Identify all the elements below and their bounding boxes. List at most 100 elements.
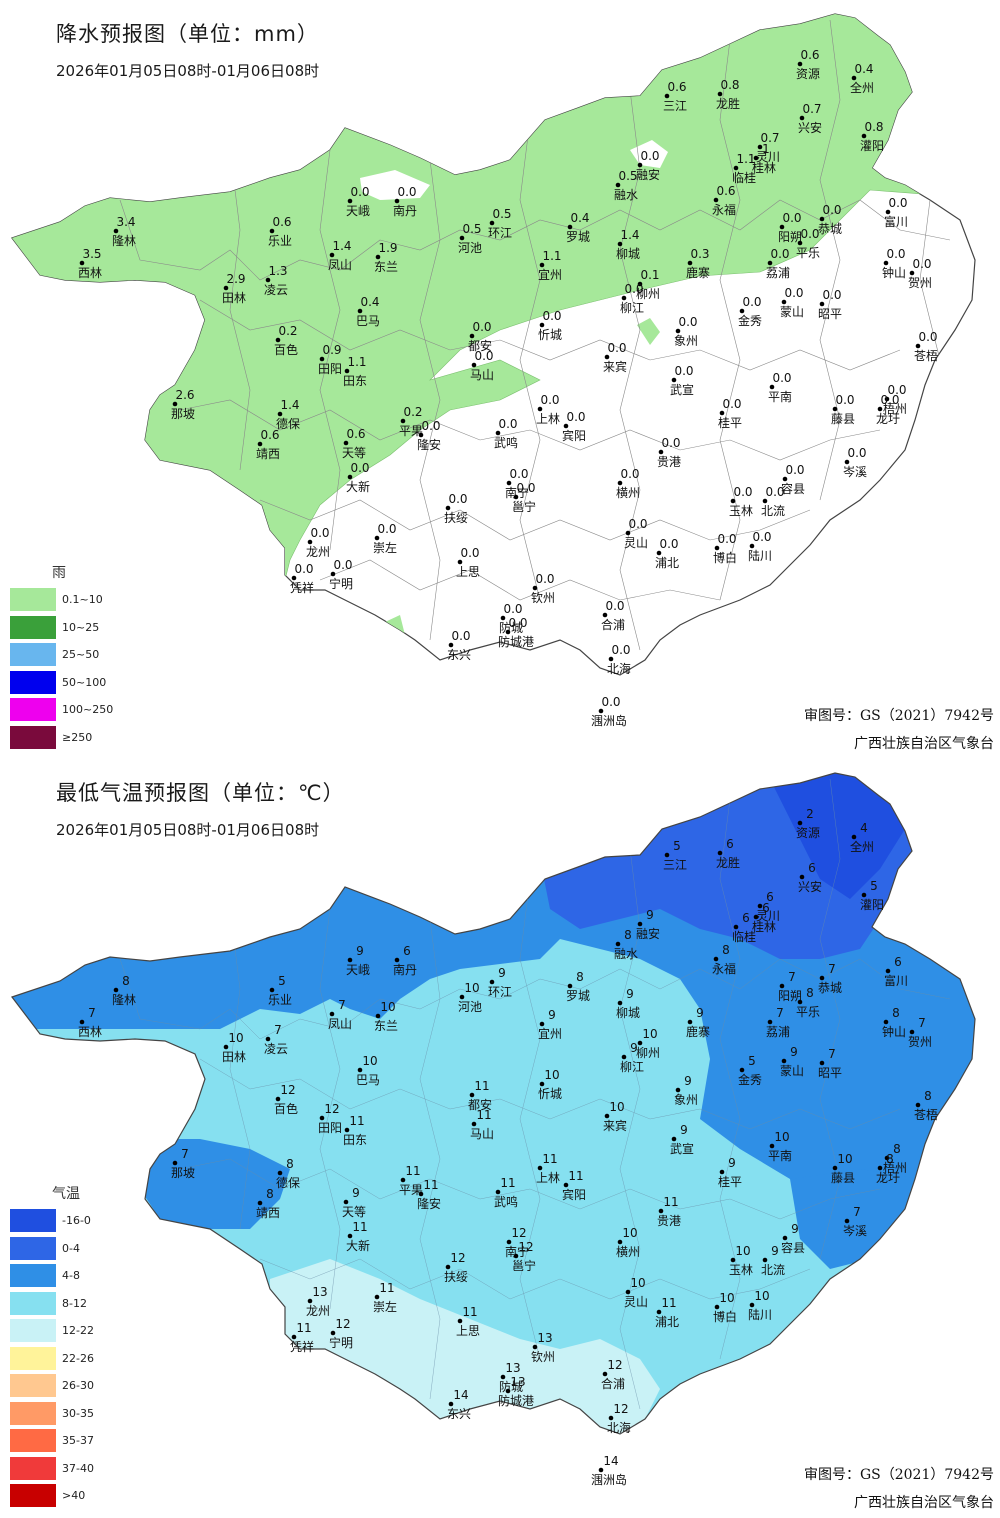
station-rain: 0.0 昭平: [818, 288, 842, 321]
rain-value-label: 0.0: [542, 309, 561, 323]
station-temp: 7 那坡: [171, 1147, 195, 1180]
station-dot: [615, 941, 621, 947]
station-temp: 12 田阳: [318, 1102, 342, 1135]
station-rain: 0.0 蒙山: [780, 286, 804, 319]
temp-map-subtitle: 2026年01月05日08时-01月06日08时: [56, 821, 320, 839]
station-dot: [781, 1058, 787, 1064]
station-name-label: 平乐: [796, 246, 820, 260]
station-name-label: 田阳: [318, 1121, 342, 1135]
rain-value-label: 0.0: [912, 257, 931, 271]
station-name-label: 兴安: [798, 879, 822, 894]
station-dot: [469, 333, 475, 339]
tmin-value-label: 5: [870, 879, 878, 893]
tmin-value-label: 10: [380, 1000, 395, 1014]
station-name-label: 防城港: [498, 1393, 534, 1408]
station-rain: 0.0 崇左: [373, 522, 397, 555]
station-temp: 10 玉林: [729, 1244, 753, 1277]
rain-value-label: 0.0: [640, 149, 659, 163]
station-name-label: 柳城: [616, 247, 640, 261]
station-name-label: 宁明: [329, 1335, 353, 1350]
station-temp: 9 柳江: [620, 1041, 644, 1074]
station-rain: 0.0 灵山: [624, 517, 648, 550]
station-dot: [394, 957, 400, 963]
tmin-value-label: 13: [537, 1331, 552, 1345]
station-name-label: 宜州: [538, 1026, 562, 1041]
station-name-label: 横州: [616, 1245, 640, 1259]
station-name-label: 平果: [399, 1183, 423, 1197]
station-name-label: 龙圩: [876, 412, 900, 426]
tmin-value-label: 12: [450, 1251, 465, 1265]
rain-value-label: 0.0: [628, 517, 647, 531]
station-temp: 8梧州: [883, 1142, 907, 1175]
station-rain: 0.0 扶绥: [444, 492, 468, 525]
tmin-value-label: 5: [278, 974, 286, 988]
station-rain: 0.0 合浦: [601, 599, 625, 632]
station-name-label: 扶绥: [444, 1269, 468, 1284]
station-rain: 0.0 象州: [674, 315, 698, 348]
station-name-label: 阳朔: [778, 988, 802, 1003]
station-dot: [457, 1318, 463, 1324]
rain-value-label: 3.5: [82, 247, 101, 261]
station-rain: 0.0 天峨: [346, 185, 370, 218]
station-dot: [457, 559, 463, 565]
station-temp: 11 田东: [343, 1114, 367, 1147]
station-name-label: 昭平: [818, 307, 842, 321]
station-temp: 6 富川: [884, 955, 908, 988]
station-temp: 10 东兰: [374, 1000, 398, 1033]
station-dot: [749, 1302, 755, 1308]
station-name-label: 都安: [468, 338, 492, 353]
station-dot: [797, 61, 803, 67]
rain-value-label: 0.0: [674, 364, 693, 378]
station-temp: 11 马山: [470, 1108, 494, 1141]
station-rain: 0.5 河池: [458, 222, 482, 255]
tmin-value-label: 7: [776, 1006, 784, 1020]
station-dot: [506, 1239, 512, 1245]
station-name-label: 鹿寨: [686, 1024, 710, 1039]
tmin-value-label: 6: [726, 837, 734, 851]
station-temp: 11 浦北: [655, 1296, 679, 1329]
tmin-value-label: 10: [837, 1152, 852, 1166]
station-dot: [781, 299, 787, 305]
station-name-label: 浦北: [655, 1315, 679, 1329]
temp-legend-swatch: [10, 1264, 56, 1288]
station-rain: 0.0 上思: [456, 546, 480, 579]
station-rain: 0.0 平乐: [796, 227, 820, 260]
station-name-label: 蒙山: [780, 305, 804, 319]
rain-value-label: 0.0: [717, 532, 736, 546]
station-name-label: 玉林: [729, 504, 753, 518]
station-name-label: 全州: [850, 80, 874, 95]
rain-value-label: 0.6: [346, 427, 365, 441]
station-temp: 7 西林: [78, 1006, 102, 1039]
station-dot: [277, 1170, 283, 1176]
rain-value-label: 1.1: [542, 249, 561, 263]
tmin-value-label: 2: [806, 807, 814, 821]
station-name-label: 防城: [499, 1379, 523, 1394]
station-dot: [537, 1165, 543, 1171]
station-rain: 0.6 乐业: [268, 215, 292, 248]
tmin-value-label: 10: [622, 1226, 637, 1240]
station-rain: 1.4 凤山: [328, 239, 352, 272]
station-name-label: 龙胜: [716, 855, 740, 870]
station-temp: 12 南宁: [505, 1226, 529, 1259]
rain-value-label: 0.0: [765, 485, 784, 499]
rain-value-label: 0.0: [886, 247, 905, 261]
station-dot: [749, 543, 755, 549]
station-dot: [500, 1374, 506, 1380]
rain-value-label: 0.0: [310, 526, 329, 540]
station-name-label: 苍梧: [914, 348, 938, 363]
station-temp: 9 北流: [761, 1244, 785, 1277]
station-dot: [375, 1013, 381, 1019]
station-name-label: 兴安: [798, 120, 822, 135]
station-name-label: 灵川: [756, 909, 780, 923]
station-name-label: 鹿寨: [686, 265, 710, 280]
rain-value-label: 0.0: [784, 286, 803, 300]
station-dot: [851, 75, 857, 81]
rain-legend: 雨 0.1~10 10~25 25~50 50~100 100~250 ≥250: [10, 562, 113, 751]
station-dot: [658, 449, 664, 455]
tmin-value-label: 10: [754, 1289, 769, 1303]
station-name-label: 武宣: [670, 382, 694, 397]
station-temp: 11 隆安: [417, 1178, 441, 1211]
rain-value-label: 0.4: [854, 62, 873, 76]
station-name-label: 涠洲岛: [591, 1472, 627, 1487]
station-name-label: 田林: [222, 1050, 246, 1064]
